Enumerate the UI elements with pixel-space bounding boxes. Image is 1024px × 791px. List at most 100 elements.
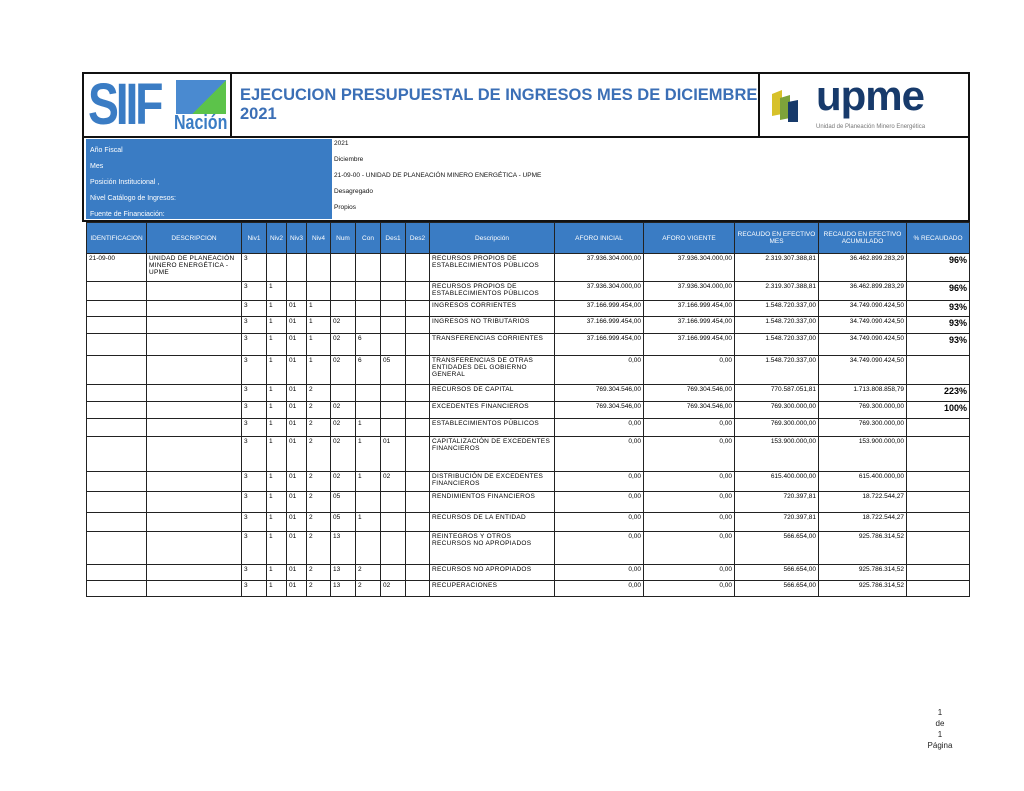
info-value: Desagregado <box>334 188 374 195</box>
cell-des1 <box>380 418 406 437</box>
cell-niv1: 3 <box>241 384 267 402</box>
cell-con: 1 <box>355 471 381 492</box>
cell-niv2: 1 <box>266 471 287 492</box>
cell-niv4: 1 <box>306 300 331 317</box>
cell-recaudo-en-efectivo-mes: 615.400.000,00 <box>734 471 819 492</box>
column-header: % RECAUDADO <box>906 222 970 254</box>
column-header: Con <box>355 222 381 254</box>
cell-con: 2 <box>355 564 381 581</box>
table-row: 3 1 01 2 13 2 RECURSOS NO APROPIADOS 0,00 0,00 56… <box>86 564 970 581</box>
cell-num <box>330 384 356 402</box>
cell-descripcion <box>146 355 242 385</box>
info-value: 21-09-00 - UNIDAD DE PLANEACIÓN MINERO E… <box>334 172 542 179</box>
cell-descripcion <box>146 418 242 437</box>
column-header: DESCRIPCION <box>146 222 242 254</box>
cell-recaudo-en-efectivo-mes: 769.300.000,00 <box>734 418 819 437</box>
cell-con: 1 <box>355 418 381 437</box>
cell-identificacion <box>86 491 147 513</box>
cell-niv4: 2 <box>306 531 331 565</box>
info-value: 2021 <box>334 140 349 147</box>
cell-niv3: 01 <box>286 418 307 437</box>
cell-niv2: 1 <box>266 512 287 532</box>
cell-identificacion: 21-09-00 <box>86 253 147 282</box>
cell-niv1: 3 <box>241 316 267 334</box>
cell-num: 05 <box>330 512 356 532</box>
cell-niv2: 1 <box>266 316 287 334</box>
chart-arrow-icon <box>176 80 226 114</box>
cell-aforo-vigente: 0,00 <box>643 564 735 581</box>
cell-niv4 <box>306 281 331 301</box>
cell-identificacion <box>86 564 147 581</box>
cell-aforo-inicial: 0,00 <box>554 418 644 437</box>
cell-des1: 02 <box>380 471 406 492</box>
cell-aforo-vigente: 769.304.546,00 <box>643 401 735 419</box>
cell-descripcion <box>146 300 242 317</box>
cell-niv3 <box>286 253 307 282</box>
cell-con <box>355 384 381 402</box>
info-label: Fuente de Financiación: <box>86 203 332 219</box>
cell-niv3: 01 <box>286 333 307 356</box>
cell-des1 <box>380 384 406 402</box>
cell-des2 <box>405 384 430 402</box>
cell-des1 <box>380 300 406 317</box>
cell-recaudo-en-efectivo-acumulado: 18.722.544,27 <box>818 491 907 513</box>
cell-niv2 <box>266 253 287 282</box>
cell-recaudo-en-efectivo-acumulado: 34.749.090.424,50 <box>818 333 907 356</box>
cell-niv2: 1 <box>266 418 287 437</box>
cell-identificacion <box>86 436 147 472</box>
column-header: RECAUDO EN EFECTIVO ACUMULADO <box>818 222 907 254</box>
info-label: Nivel Catálogo de Ingresos: <box>86 187 332 203</box>
cell-niv3: 01 <box>286 512 307 532</box>
cell-identificacion <box>86 316 147 334</box>
cell-descripcion <box>146 333 242 356</box>
cell--recaudado <box>906 418 970 437</box>
cell-con: 6 <box>355 355 381 385</box>
table-row: 3 1 01 1 02 INGRESOS NO TRIBUTARIOS 37.166.999… <box>86 316 970 334</box>
cell-descripcion <box>146 281 242 301</box>
table-row: 21-09-00 UNIDAD DE PLANEACIÓN MINERO ENER… <box>86 253 970 282</box>
cell-des1 <box>380 531 406 565</box>
cell-niv1: 3 <box>241 436 267 472</box>
cell-descripcion <box>146 384 242 402</box>
cell-recaudo-en-efectivo-mes: 1.548.720.337,00 <box>734 333 819 356</box>
column-header: Num <box>330 222 356 254</box>
cell-aforo-inicial: 37.166.999.454,00 <box>554 300 644 317</box>
cell-num <box>330 300 356 317</box>
cell-recaudo-en-efectivo-acumulado: 615.400.000,00 <box>818 471 907 492</box>
cell-descripcion <box>146 531 242 565</box>
cell-num: 02 <box>330 316 356 334</box>
report-info: Año Fiscal 2021 Mes Diciembre Posición Insti… <box>82 138 970 222</box>
cell-recaudo-en-efectivo-mes: 1.548.720.337,00 <box>734 355 819 385</box>
cell-des1: 02 <box>380 580 406 597</box>
cell-identificacion <box>86 471 147 492</box>
cell--recaudado: 93% <box>906 316 970 334</box>
cell-des2 <box>405 418 430 437</box>
cell-descripcion <box>146 512 242 532</box>
cell-identificacion <box>86 281 147 301</box>
budget-table: IDENTIFICACION DESCRIPCION Niv1 Niv2 Niv3 Niv… <box>86 222 970 597</box>
info-label: Mes <box>86 155 332 171</box>
cell-con: 1 <box>355 512 381 532</box>
table-row: 3 1 01 2 02 1 01 CAPITALIZACIÓN DE EXCEDENTES F… <box>86 436 970 472</box>
cell-num: 02 <box>330 333 356 356</box>
cell-num: 02 <box>330 471 356 492</box>
cell-descripci-n: DISTRIBUCIÓN DE EXCEDENTES FINANCIEROS <box>429 471 555 492</box>
cell-recaudo-en-efectivo-acumulado: 769.300.000,00 <box>818 401 907 419</box>
cell-recaudo-en-efectivo-mes: 720.397,81 <box>734 512 819 532</box>
cell--recaudado: 96% <box>906 281 970 301</box>
cell-aforo-vigente: 0,00 <box>643 418 735 437</box>
cell-niv1: 3 <box>241 512 267 532</box>
cell-recaudo-en-efectivo-mes: 566.654,00 <box>734 580 819 597</box>
cell-aforo-vigente: 37.166.999.454,00 <box>643 333 735 356</box>
upme-mark-icon <box>772 90 798 122</box>
cell-con: 1 <box>355 436 381 472</box>
cell-des1: 05 <box>380 355 406 385</box>
cell-num: 02 <box>330 355 356 385</box>
cell-niv3: 01 <box>286 531 307 565</box>
cell-niv3: 01 <box>286 471 307 492</box>
cell-num: 13 <box>330 531 356 565</box>
cell-descripci-n: REINTEGROS Y OTROS RECURSOS NO APROPIADO… <box>429 531 555 565</box>
cell--recaudado <box>906 355 970 385</box>
cell-des2 <box>405 281 430 301</box>
cell-con: 6 <box>355 333 381 356</box>
